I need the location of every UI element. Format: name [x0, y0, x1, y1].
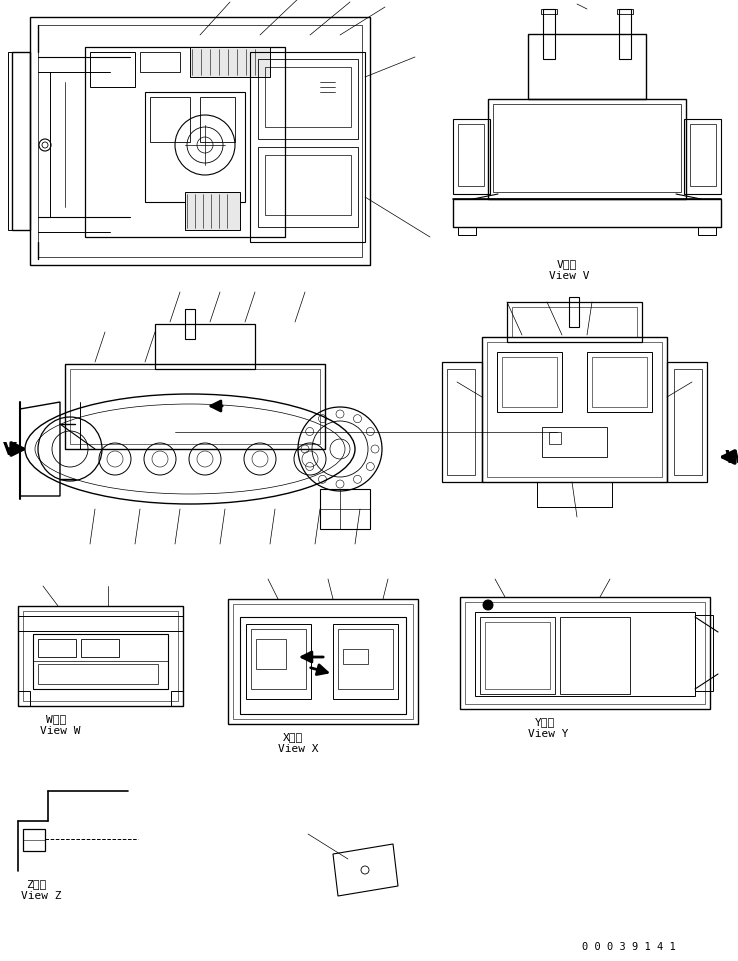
Bar	[458, 228, 476, 235]
Bar	[695, 615, 713, 691]
Bar	[442, 362, 482, 482]
Bar	[23, 611, 178, 702]
Bar	[38, 664, 158, 684]
Text: W: W	[724, 449, 738, 466]
Bar	[485, 623, 550, 689]
Text: View X: View X	[278, 743, 319, 753]
Bar	[619, 10, 631, 60]
Bar	[65, 364, 325, 450]
Bar	[507, 303, 642, 343]
Text: Y　視: Y 視	[535, 716, 555, 727]
Bar	[171, 691, 183, 706]
Bar	[569, 298, 579, 328]
Bar	[617, 10, 633, 15]
Text: X　視: X 視	[283, 731, 303, 741]
Bar	[185, 309, 195, 339]
Bar	[18, 616, 183, 631]
Bar	[690, 125, 716, 186]
Bar	[155, 325, 255, 370]
Bar	[18, 691, 30, 706]
Bar	[447, 370, 475, 476]
Text: View Z: View Z	[21, 890, 61, 900]
Bar	[145, 93, 245, 203]
Bar	[85, 48, 285, 237]
Bar	[560, 617, 630, 694]
Bar	[258, 60, 358, 140]
Bar	[150, 98, 190, 143]
Bar	[480, 617, 555, 694]
Bar	[240, 617, 406, 714]
Bar	[343, 650, 368, 664]
Bar	[488, 100, 686, 200]
Bar	[233, 604, 413, 719]
Text: Z　視: Z 視	[26, 878, 46, 888]
Bar	[18, 606, 183, 706]
Text: W　視: W 視	[46, 713, 66, 724]
Bar	[38, 639, 76, 657]
Bar	[12, 53, 30, 231]
Text: V　視: V 視	[557, 259, 577, 269]
Bar	[592, 357, 647, 407]
Bar	[460, 598, 710, 709]
Bar	[190, 48, 270, 78]
Bar	[667, 362, 707, 482]
Bar	[528, 35, 646, 100]
Bar	[512, 308, 637, 337]
Bar	[246, 625, 311, 700]
Text: 0 0 0 3 9 1 4 1: 0 0 0 3 9 1 4 1	[582, 941, 676, 951]
Text: V: V	[3, 440, 17, 458]
Bar	[453, 120, 490, 195]
Bar	[258, 148, 358, 228]
Bar	[140, 53, 180, 73]
Text: View Y: View Y	[528, 728, 568, 738]
Bar	[541, 10, 557, 15]
Bar	[8, 53, 12, 231]
Bar	[502, 357, 557, 407]
Bar	[81, 639, 119, 657]
Bar	[265, 156, 351, 216]
Bar	[458, 125, 484, 186]
Bar	[33, 634, 168, 689]
Circle shape	[483, 601, 493, 610]
Bar	[453, 200, 721, 228]
Bar	[70, 370, 320, 445]
Bar	[228, 600, 418, 725]
Bar	[542, 428, 607, 457]
Bar	[543, 10, 555, 60]
Bar	[497, 353, 562, 412]
Bar	[475, 612, 695, 697]
Bar	[493, 105, 681, 193]
Bar	[250, 53, 365, 243]
Bar	[482, 337, 667, 482]
Bar	[200, 98, 235, 143]
Bar	[684, 120, 721, 195]
Bar	[185, 193, 240, 231]
Bar	[256, 639, 286, 669]
Bar	[465, 603, 705, 704]
Bar	[265, 68, 351, 128]
Bar	[549, 432, 561, 445]
Bar	[587, 353, 652, 412]
Bar	[698, 228, 716, 235]
Bar	[90, 53, 135, 87]
Bar	[251, 629, 306, 689]
Bar	[23, 829, 45, 851]
Bar	[38, 26, 362, 258]
Bar	[30, 18, 370, 266]
Text: View W: View W	[40, 726, 80, 735]
Bar	[487, 343, 662, 478]
Bar	[674, 370, 702, 476]
Text: View V: View V	[549, 271, 589, 281]
Bar	[338, 629, 393, 689]
Bar	[320, 489, 370, 530]
Bar	[333, 625, 398, 700]
